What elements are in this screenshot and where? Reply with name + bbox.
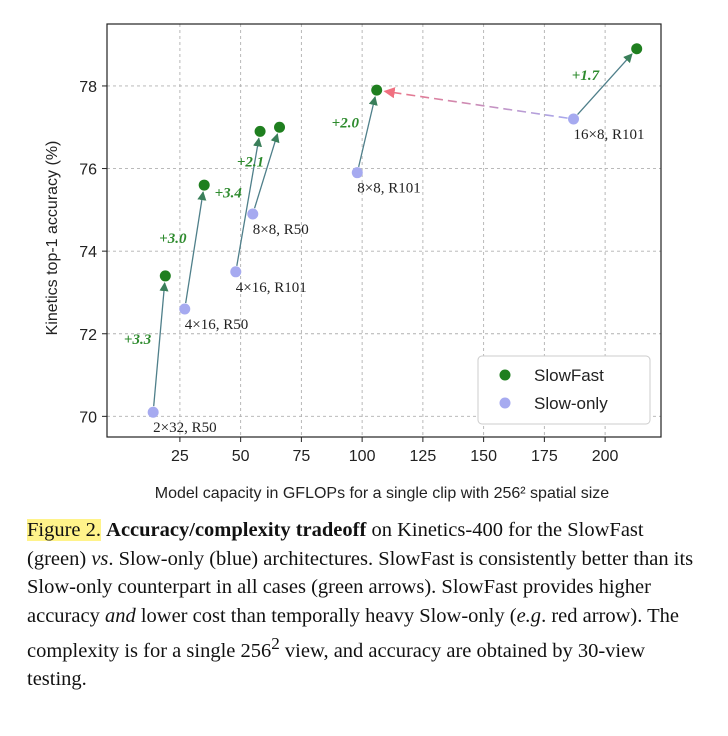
x-tick-label: 175 [531,448,558,465]
figure-caption: Figure 2. Accuracy/complexity tradeoff o… [27,516,707,694]
x-tick-label: 50 [232,448,250,465]
legend-box [477,355,651,425]
gain-label: +1.7 [572,68,600,84]
slowfast-point [371,84,383,96]
improvement-arrow [577,53,633,115]
config-label: 8×8, R101 [357,181,420,197]
gain-label: +3.4 [215,186,243,202]
improvement-arrow [358,96,378,167]
x-tick-label: 75 [292,448,310,465]
axis-ticks: 25 50 75 100 125 150 175 200 70 72 74 76 78 [79,79,618,465]
gain-label: +2.0 [332,115,360,131]
legend-marker-slowfast [499,369,511,381]
slowonly-point [230,266,242,278]
improvement-arrow [185,191,207,304]
slowonly-point [247,208,259,220]
y-tick-label: 74 [79,244,97,261]
legend-label-slowonly: Slow-only [534,394,608,413]
y-tick-label: 72 [79,327,97,344]
caption-text-2: . Slow-only (blue) architectures. SlowFa… [27,547,694,627]
caption-superscript: 2 [271,634,280,653]
improvement-arrow [153,281,169,407]
improvement-arrow [236,137,262,266]
config-label: 4×16, R101 [236,280,307,296]
grid-lines [107,24,661,437]
caption-eg: e.g [516,604,542,627]
config-label: 16×8, R101 [574,127,645,143]
improvement-arrow [253,133,280,209]
slowfast-point [159,270,171,282]
slowfast-point [198,179,210,191]
caption-vs: vs [91,547,109,570]
slowonly-point [179,303,191,315]
x-tick-label: 125 [410,448,437,465]
gain-label: +3.0 [159,231,187,247]
legend: SlowFast Slow-only [477,355,651,425]
config-label: 4×16, R50 [185,317,248,333]
y-axis-label: Kinetics top-1 accuracy (%) [44,141,61,336]
plot-frame [106,23,662,438]
gain-label: +3.3 [124,332,152,348]
point-labels: 2×32, R50 4×16, R50 4×16, R101 8×8, R50 8×8,… [153,127,644,436]
accuracy-vs-gflops-chart: 25 50 75 100 125 150 175 200 70 72 74 76 78 +3.3 +3.0… [44,23,662,502]
x-tick-label: 200 [592,448,619,465]
improvement-arrows: +3.3 +3.0 +3.4 +2.1 +2.0 +1.7 [124,53,633,407]
y-tick-label: 70 [79,409,97,426]
red-arrow [383,87,568,119]
gain-label: +2.1 [237,155,264,171]
x-tick-label: 100 [349,448,376,465]
config-label: 2×32, R50 [153,420,216,436]
y-tick-label: 78 [79,79,97,96]
slowonly-point [147,406,159,418]
slowonly-point [568,113,580,125]
caption-title: Accuracy/complexity tradeoff [106,519,367,541]
slowfast-point [631,43,643,55]
caption-and: and [104,604,136,627]
caption-text-4: . red arrow). The complexity is for a si… [27,604,679,662]
config-label: 8×8, R50 [253,222,309,238]
caption-text-3: lower cost than temporally heavy Slow-on… [135,604,517,627]
legend-marker-slowonly [499,397,511,409]
x-axis-label: Model capacity in GFLOPs for a single cl… [155,485,610,502]
slowfast-point [274,121,286,133]
caption-text-1: on Kinetics-400 for the SlowFast (green) [27,519,644,570]
legend-label-slowfast: SlowFast [534,366,604,385]
slowonly-point [351,167,363,179]
x-tick-label: 150 [470,448,497,465]
caption-text-5: view, and accuracy are obtained by 30-vi… [27,639,646,691]
data-points [147,43,643,418]
x-tick-label: 25 [171,448,189,465]
slowfast-point [254,125,266,137]
figure-label: Figure 2. [27,519,102,541]
y-tick-label: 76 [79,162,97,179]
